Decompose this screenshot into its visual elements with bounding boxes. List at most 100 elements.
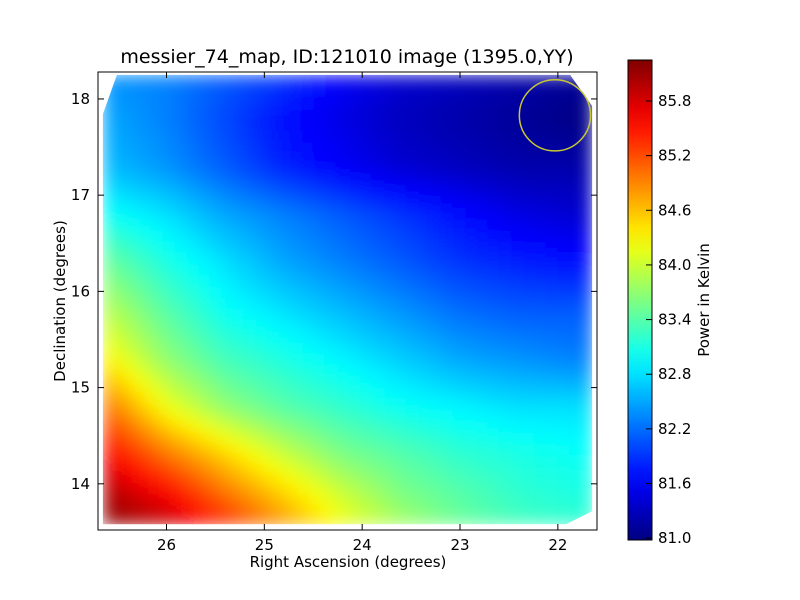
heatmap-cell xyxy=(568,243,582,256)
heatmap-cell xyxy=(522,119,535,132)
heatmap-cell xyxy=(359,288,372,301)
heatmap-cell xyxy=(429,288,442,301)
heatmap-cell xyxy=(324,501,337,514)
heatmap-cell xyxy=(219,456,232,469)
heatmap-cell xyxy=(522,97,535,110)
heatmap-cell xyxy=(394,411,407,424)
heatmap-cell xyxy=(161,288,174,301)
heatmap-cell xyxy=(359,97,372,110)
heatmap-cell xyxy=(475,119,489,132)
heatmap-cell xyxy=(300,86,314,99)
heatmap-cell xyxy=(242,333,256,346)
heatmap-cell xyxy=(300,232,314,245)
heatmap-cell xyxy=(289,490,302,503)
heatmap-cell xyxy=(242,265,256,278)
heatmap-cell xyxy=(149,411,162,424)
heatmap-cell xyxy=(580,389,593,402)
heatmap-cell xyxy=(172,310,186,323)
heatmap-cell xyxy=(114,445,127,458)
heatmap-cell xyxy=(114,490,127,503)
heatmap-cell xyxy=(312,344,326,357)
mask-left xyxy=(98,72,103,530)
heatmap-cell xyxy=(102,366,116,379)
heatmap-cell xyxy=(382,265,395,278)
heatmap-cell xyxy=(347,468,360,481)
heatmap-cell xyxy=(231,131,244,144)
heatmap-cell xyxy=(137,490,151,503)
heatmap-cell xyxy=(277,434,291,447)
heatmap-cell xyxy=(312,366,326,379)
heatmap-cell xyxy=(475,479,489,492)
heatmap-cell xyxy=(475,277,489,290)
heatmap-cell xyxy=(126,490,139,503)
heatmap-cell xyxy=(312,490,326,503)
heatmap-cell xyxy=(102,299,116,312)
heatmap-cell xyxy=(557,175,570,189)
heatmap-cell xyxy=(417,119,430,132)
heatmap-cell xyxy=(487,378,500,391)
heatmap-cell xyxy=(452,512,465,526)
heatmap-cell xyxy=(265,142,279,155)
heatmap-cell xyxy=(231,164,244,177)
heatmap-cell xyxy=(207,479,221,492)
heatmap-cell xyxy=(242,74,256,87)
heatmap-cell xyxy=(300,254,314,267)
heatmap-cell xyxy=(545,423,558,436)
heatmap-cell xyxy=(126,310,139,323)
heatmap-cell xyxy=(242,389,256,402)
heatmap-cell xyxy=(184,333,197,346)
heatmap-cell xyxy=(172,445,186,458)
heatmap-cell xyxy=(149,344,162,357)
heatmap-cell xyxy=(172,400,186,413)
heatmap-cell xyxy=(510,243,524,256)
heatmap-cell xyxy=(580,501,593,514)
heatmap-cell xyxy=(475,355,489,368)
heatmap-cell xyxy=(487,153,500,166)
heatmap-cell xyxy=(219,187,232,200)
heatmap-cell xyxy=(347,299,360,312)
heatmap-cell xyxy=(545,411,558,424)
heatmap-cell xyxy=(254,344,267,357)
heatmap-cell xyxy=(172,512,186,526)
heatmap-cell xyxy=(196,131,209,144)
heatmap-cell xyxy=(300,479,314,492)
heatmap-cell xyxy=(265,333,279,346)
heatmap-cell xyxy=(347,355,360,368)
heatmap-cell xyxy=(242,299,256,312)
heatmap-cell xyxy=(533,220,547,233)
heatmap-cell xyxy=(533,86,547,99)
heatmap-cell xyxy=(300,142,314,155)
heatmap-cell xyxy=(463,254,477,267)
heatmap-cell xyxy=(452,187,465,200)
heatmap-cell xyxy=(207,456,221,469)
heatmap-cell xyxy=(265,209,279,222)
heatmap-cell xyxy=(405,198,419,211)
heatmap-cell xyxy=(231,445,244,458)
heatmap-cell xyxy=(417,434,430,447)
heatmap-cell xyxy=(557,232,570,245)
heatmap-cell xyxy=(300,456,314,469)
heatmap-cell xyxy=(405,97,419,110)
heatmap-cell xyxy=(172,153,186,166)
heatmap-cell xyxy=(149,445,162,458)
y-tick-label: 17 xyxy=(71,186,90,204)
heatmap-cell xyxy=(126,411,139,424)
heatmap-cell xyxy=(545,288,558,301)
heatmap-cell xyxy=(277,74,291,87)
heatmap-cell xyxy=(196,366,209,379)
heatmap-cell xyxy=(172,490,186,503)
heatmap-cell xyxy=(533,175,547,189)
heatmap-cell xyxy=(580,400,593,413)
heatmap-cell xyxy=(102,220,116,233)
heatmap-cell xyxy=(300,355,314,368)
heatmap-cell xyxy=(289,512,302,526)
heatmap-cell xyxy=(359,142,372,155)
heatmap-cell xyxy=(452,423,465,436)
heatmap-cell xyxy=(196,119,209,132)
heatmap-cell xyxy=(161,378,174,391)
heatmap-cell xyxy=(510,434,524,447)
heatmap-cell xyxy=(533,153,547,166)
heatmap-cell xyxy=(498,187,512,200)
heatmap-cell xyxy=(533,468,547,481)
heatmap-cell xyxy=(417,411,430,424)
